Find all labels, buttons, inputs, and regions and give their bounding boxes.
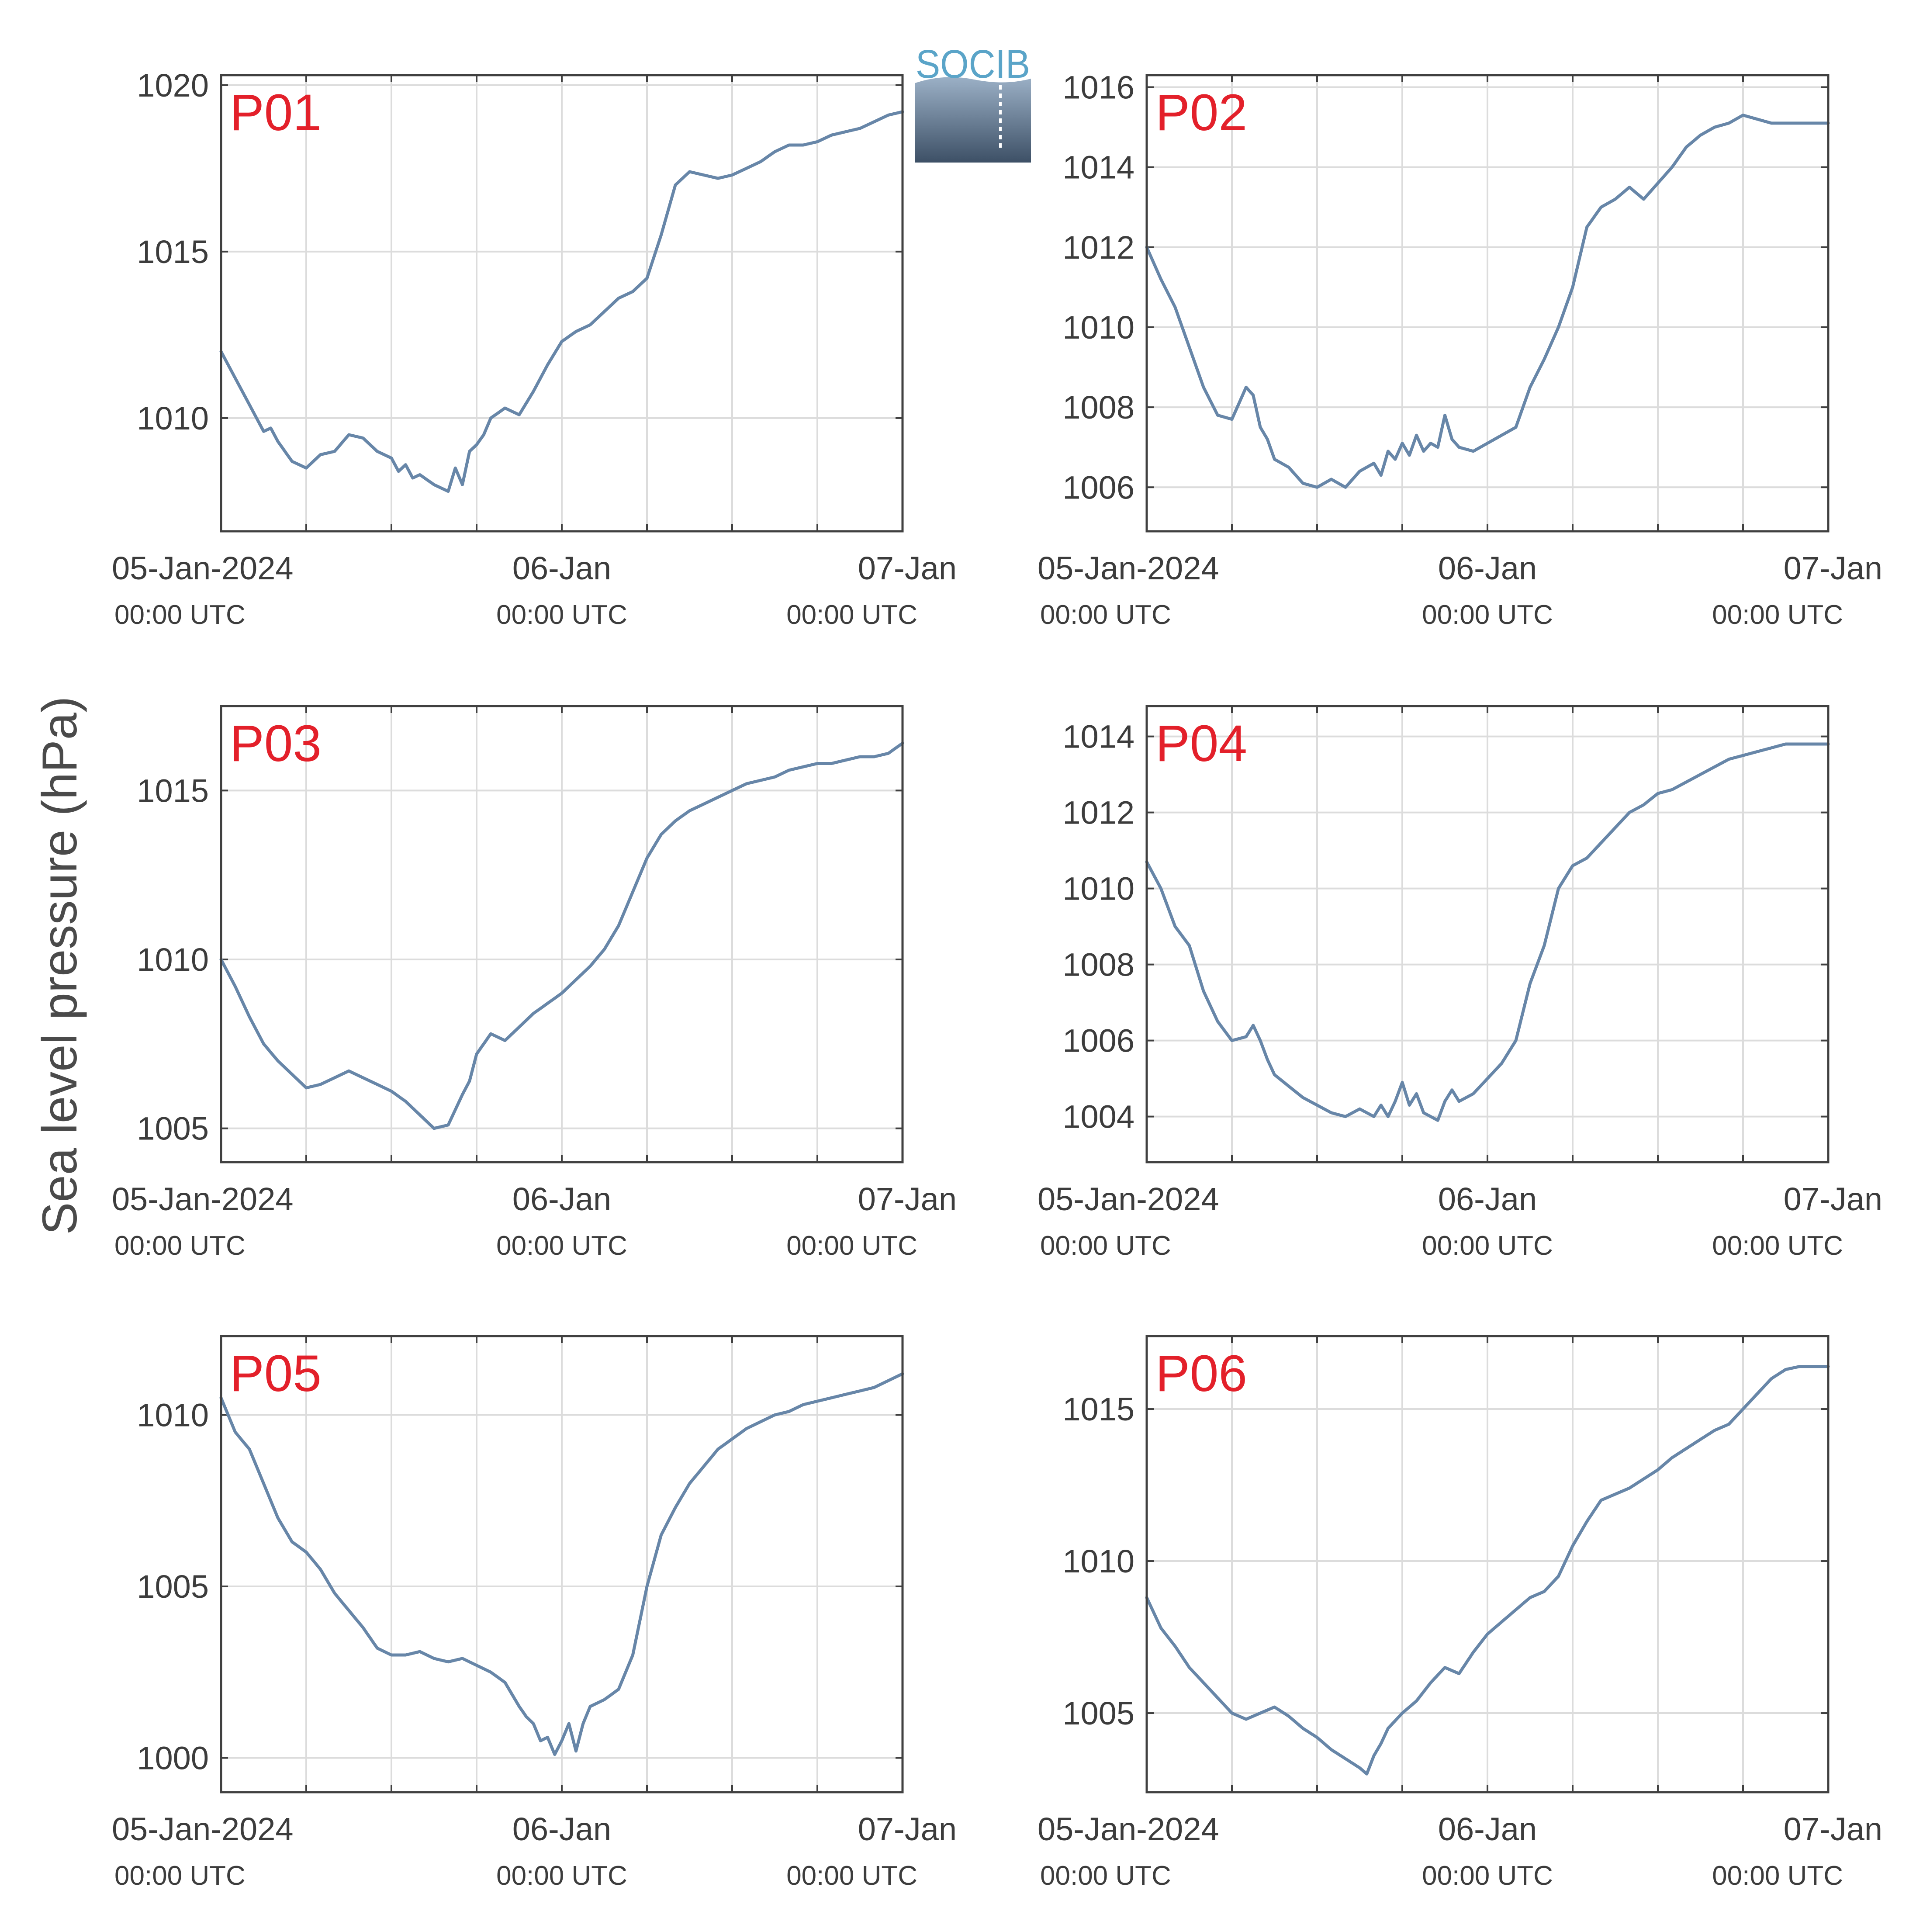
x-tick-label: 06-Jan	[512, 1181, 611, 1217]
axes-frame	[1145, 705, 1830, 1163]
x-tick-sublabel: 00:00 UTC	[1422, 600, 1553, 630]
y-axis-title: Sea level pressure (hPa)	[32, 696, 87, 1235]
x-tick-sublabel: 00:00 UTC	[496, 1231, 627, 1261]
x-tick-sublabel: 00:00 UTC	[1040, 1861, 1171, 1891]
x-tick-label: 07-Jan	[1784, 1181, 1882, 1217]
x-tick-sublabel: 00:00 UTC	[496, 1861, 627, 1891]
x-tick-sublabel: 00:00 UTC	[496, 600, 627, 630]
x-tick-label: 07-Jan	[858, 1811, 957, 1847]
panel-p01: 1010 1015 1020 P01 05-Jan-2024 00:00 UTC 06-Ja…	[112, 67, 957, 630]
y-tick-label: 1014	[1062, 149, 1134, 186]
y-tick-label: 1006	[1062, 1023, 1134, 1059]
y-tick-label: 1010	[1062, 309, 1134, 346]
x-tick-sublabel: 00:00 UTC	[114, 1231, 246, 1261]
panel-label: P04	[1155, 715, 1247, 772]
x-tick-label: 05-Jan-2024	[112, 1181, 294, 1217]
y-tick-label: 1005	[1062, 1695, 1134, 1731]
y-tick-label: 1015	[137, 234, 209, 270]
x-tick-sublabel: 00:00 UTC	[786, 1231, 917, 1261]
x-tick-sublabel: 00:00 UTC	[1422, 1861, 1553, 1891]
y-tick-label: 1008	[1062, 947, 1134, 983]
axes-frame	[1145, 74, 1830, 533]
x-tick-label: 07-Jan	[1784, 550, 1882, 586]
y-tick-label: 1006	[1062, 469, 1134, 506]
x-tick-label: 06-Jan	[1438, 550, 1537, 586]
panel-label: P06	[1155, 1345, 1247, 1402]
y-tick-label: 1020	[137, 67, 209, 104]
panels: 1010 1015 1020 P01 05-Jan-2024 00:00 UTC 06-Ja…	[112, 67, 1882, 1891]
y-tick-label: 1004	[1062, 1099, 1134, 1135]
x-tick-label: 06-Jan	[512, 550, 611, 586]
panel-p02: 1006 1008 1010 1012 1014 1016 P02 05-Jan-2024 00…	[1038, 69, 1882, 630]
panel-p04: 1004 1006 1008 1010 1012 1014 P04 05-Jan-2024 00…	[1038, 705, 1882, 1261]
panel-p05: 1000 1005 1010 P05 05-Jan-2024 00:00 UTC 06-Ja…	[112, 1335, 957, 1891]
x-tick-sublabel: 00:00 UTC	[786, 600, 917, 630]
panel-p03: 1005 1010 1015 P03 05-Jan-2024 00:00 UTC 06-Ja…	[112, 705, 957, 1261]
logo-text: SOCIB	[916, 42, 1030, 87]
y-tick-label: 1010	[1062, 1543, 1134, 1579]
x-tick-label: 06-Jan	[1438, 1811, 1537, 1847]
x-tick-label: 05-Jan-2024	[1038, 1811, 1219, 1847]
x-tick-label: 07-Jan	[858, 550, 957, 586]
y-tick-label: 1010	[137, 942, 209, 978]
x-tick-label: 07-Jan	[1784, 1811, 1882, 1847]
series-line-p05	[219, 1372, 904, 1756]
y-tick-label: 1015	[1062, 1391, 1134, 1427]
x-tick-sublabel: 00:00 UTC	[114, 600, 246, 630]
panel-p06: 1005 1010 1015 P06 05-Jan-2024 00:00 UTC 06-Ja…	[1038, 1335, 1882, 1891]
x-tick-label: 06-Jan	[512, 1811, 611, 1847]
series-line-p04	[1145, 742, 1830, 1122]
axes-frame	[1145, 1335, 1830, 1794]
series-line-p02	[1145, 114, 1830, 489]
panel-label: P03	[230, 715, 322, 772]
x-tick-sublabel: 00:00 UTC	[1422, 1231, 1553, 1261]
x-tick-sublabel: 00:00 UTC	[786, 1861, 917, 1891]
logo-wave-block	[915, 77, 1031, 163]
x-tick-sublabel: 00:00 UTC	[1712, 600, 1843, 630]
panel-label: P02	[1155, 84, 1247, 142]
panel-label: P05	[230, 1345, 322, 1402]
x-tick-sublabel: 00:00 UTC	[1712, 1861, 1843, 1891]
x-tick-label: 05-Jan-2024	[1038, 550, 1219, 586]
y-tick-label: 1000	[137, 1740, 209, 1776]
x-tick-sublabel: 00:00 UTC	[114, 1861, 246, 1891]
x-tick-label: 05-Jan-2024	[112, 1811, 294, 1847]
socib-logo: SOCIB	[915, 42, 1031, 163]
series-line-p01	[219, 110, 904, 493]
x-tick-sublabel: 00:00 UTC	[1040, 1231, 1171, 1261]
y-tick-label: 1008	[1062, 389, 1134, 426]
y-tick-label: 1010	[137, 1397, 209, 1433]
panel-label: P01	[230, 84, 322, 142]
y-tick-label: 1014	[1062, 719, 1134, 755]
y-tick-label: 1012	[1062, 795, 1134, 831]
series-line-p03	[219, 741, 904, 1130]
axes-frame	[220, 1335, 904, 1794]
axes-frame	[220, 705, 904, 1163]
x-tick-label: 06-Jan	[1438, 1181, 1537, 1217]
y-tick-label: 1016	[1062, 69, 1134, 105]
y-tick-label: 1010	[1062, 871, 1134, 907]
x-tick-label: 05-Jan-2024	[112, 550, 294, 586]
x-tick-label: 05-Jan-2024	[1038, 1181, 1219, 1217]
x-tick-label: 07-Jan	[858, 1181, 957, 1217]
series-line-p06	[1145, 1365, 1830, 1776]
x-tick-sublabel: 00:00 UTC	[1040, 600, 1171, 630]
y-tick-label: 1015	[137, 772, 209, 809]
y-tick-label: 1012	[1062, 229, 1134, 266]
x-tick-sublabel: 00:00 UTC	[1712, 1231, 1843, 1261]
y-tick-label: 1010	[137, 400, 209, 436]
axes-frame	[220, 74, 904, 533]
y-tick-label: 1005	[137, 1111, 209, 1147]
y-tick-label: 1005	[137, 1568, 209, 1605]
